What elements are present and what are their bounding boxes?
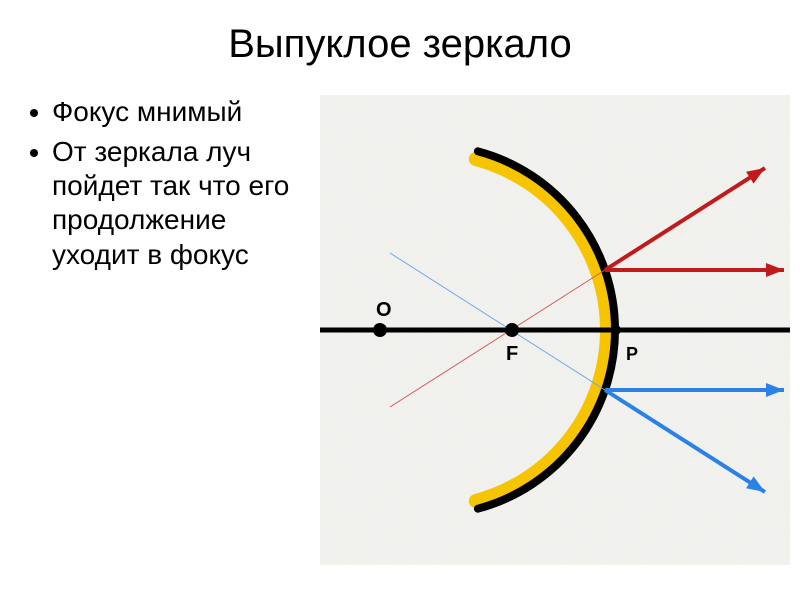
point-F [505, 323, 519, 337]
content-row: Фокус мнимый От зеркала луч пойдет так ч… [0, 95, 800, 565]
slide: Выпуклое зеркало Фокус мнимый От зеркала… [0, 0, 800, 600]
point-P [611, 325, 621, 335]
bullet-list: Фокус мнимый От зеркала луч пойдет так ч… [28, 95, 310, 272]
bullet-item: От зеркала луч пойдет так что его продол… [28, 135, 310, 272]
label-F: F [506, 343, 518, 365]
bullet-item: Фокус мнимый [28, 95, 310, 129]
slide-title: Выпуклое зеркало [0, 0, 800, 67]
point-O [373, 323, 387, 337]
label-O: O [376, 299, 392, 321]
label-P: P [626, 344, 638, 364]
text-column: Фокус мнимый От зеркала луч пойдет так ч… [0, 95, 320, 278]
convex-mirror-diagram: O F P [320, 95, 790, 565]
diagram-column: O F P [320, 95, 790, 565]
